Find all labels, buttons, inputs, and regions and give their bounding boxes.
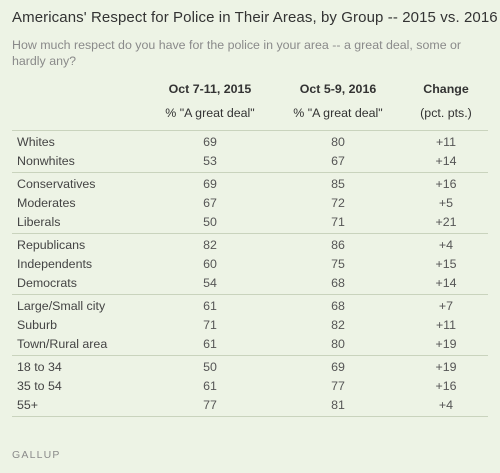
- row-label: 35 to 54: [17, 379, 62, 393]
- value-2015: 71: [203, 318, 217, 332]
- table-row: 55+ 77 81 +4: [12, 396, 488, 415]
- row-label: Moderates: [17, 196, 76, 210]
- value-change: +21: [435, 215, 457, 229]
- table-row: Conservatives 69 85 +16: [12, 175, 488, 194]
- value-2016: 67: [331, 154, 345, 168]
- row-label: Whites: [17, 135, 55, 149]
- value-change: +14: [435, 276, 457, 290]
- value-change: +16: [435, 379, 457, 393]
- column-header-2016: Oct 5-9, 2016: [299, 82, 377, 96]
- value-2016: 68: [331, 276, 345, 290]
- table-row: 18 to 34 50 69 +19: [12, 358, 488, 377]
- header-row-units: % "A great deal" % "A great deal" (pct. …: [12, 106, 488, 128]
- data-table: Oct 7-11, 2015 Oct 5-9, 2016 Change % "A…: [12, 82, 488, 417]
- value-2016: 75: [331, 257, 345, 271]
- value-2015: 54: [203, 276, 217, 290]
- column-unit-change: (pct. pts.): [420, 106, 472, 120]
- value-2016: 85: [331, 177, 345, 191]
- row-label: 55+: [17, 398, 39, 412]
- value-2015: 69: [203, 177, 217, 191]
- chart-title: Americans' Respect for Police in Their A…: [12, 9, 498, 26]
- table-group: 18 to 34 50 69 +19 35 to 54 61 77 +16 55+ 77 81 +4: [12, 356, 488, 417]
- column-header-change: Change: [423, 82, 469, 96]
- value-2015: 67: [203, 196, 217, 210]
- table-group: Conservatives 69 85 +16 Moderates 67 72 +5 Liber…: [12, 173, 488, 234]
- value-change: +7: [438, 299, 454, 313]
- table-row: Whites 69 80 +11: [12, 133, 488, 152]
- row-label: Liberals: [17, 215, 61, 229]
- header-row-titles: Oct 7-11, 2015 Oct 5-9, 2016 Change: [12, 82, 488, 104]
- row-label: 18 to 34: [17, 360, 62, 374]
- value-2016: 86: [331, 238, 345, 252]
- value-change: +11: [435, 318, 457, 332]
- value-2016: 80: [331, 337, 345, 351]
- table-row: Democrats 54 68 +14: [12, 274, 488, 293]
- value-2016: 71: [331, 215, 345, 229]
- row-label: Town/Rural area: [17, 337, 108, 351]
- table-header: Oct 7-11, 2015 Oct 5-9, 2016 Change % "A…: [12, 82, 488, 131]
- value-2016: 68: [331, 299, 345, 313]
- value-change: +19: [435, 360, 457, 374]
- value-change: +16: [435, 177, 457, 191]
- table-group: Whites 69 80 +11 Nonwhites 53 67 +14: [12, 131, 488, 173]
- value-change: +15: [435, 257, 457, 271]
- value-2015: 50: [203, 215, 217, 229]
- table-row: Moderates 67 72 +5: [12, 194, 488, 213]
- table-row: Town/Rural area 61 80 +19: [12, 335, 488, 354]
- table-group: Republicans 82 86 +4 Independents 60 75 +15 Demo…: [12, 234, 488, 295]
- value-change: +11: [435, 135, 457, 149]
- value-2015: 61: [203, 379, 217, 393]
- value-2016: 69: [331, 360, 345, 374]
- value-2015: 82: [203, 238, 217, 252]
- value-2015: 69: [203, 135, 217, 149]
- value-change: +4: [438, 398, 454, 412]
- column-header-2015: Oct 7-11, 2015: [168, 82, 252, 96]
- column-unit-2015: % "A great deal": [165, 106, 255, 120]
- value-2015: 60: [203, 257, 217, 271]
- row-label: Republicans: [17, 238, 86, 252]
- row-label: Suburb: [17, 318, 57, 332]
- row-label: Independents: [17, 257, 93, 271]
- value-2016: 81: [331, 398, 345, 412]
- row-label: Democrats: [17, 276, 77, 290]
- table-row: Large/Small city 61 68 +7: [12, 297, 488, 316]
- value-2015: 61: [203, 337, 217, 351]
- value-change: +4: [438, 238, 454, 252]
- value-change: +5: [438, 196, 454, 210]
- table-body: Whites 69 80 +11 Nonwhites 53 67 +14 Conservativ…: [12, 131, 488, 417]
- value-2016: 80: [331, 135, 345, 149]
- table-group: Large/Small city 61 68 +7 Suburb 71 82 +11 Town/…: [12, 295, 488, 356]
- value-2015: 53: [203, 154, 217, 168]
- value-2016: 77: [331, 379, 345, 393]
- row-label: Nonwhites: [17, 154, 75, 168]
- value-change: +19: [435, 337, 457, 351]
- table-row: Independents 60 75 +15: [12, 255, 488, 274]
- value-2015: 50: [203, 360, 217, 374]
- row-label: Large/Small city: [17, 299, 106, 313]
- value-2016: 82: [331, 318, 345, 332]
- table-row: Liberals 50 71 +21: [12, 213, 488, 232]
- chart-subtitle: How much respect do you have for the pol…: [12, 38, 462, 68]
- value-2015: 61: [203, 299, 217, 313]
- row-label: Conservatives: [17, 177, 96, 191]
- table-row: Republicans 82 86 +4: [12, 236, 488, 255]
- source-footer: GALLUP: [12, 449, 61, 461]
- table-row: Suburb 71 82 +11: [12, 316, 488, 335]
- table-row: 35 to 54 61 77 +16: [12, 377, 488, 396]
- table-row: Nonwhites 53 67 +14: [12, 152, 488, 171]
- value-change: +14: [435, 154, 457, 168]
- value-2015: 77: [203, 398, 217, 412]
- value-2016: 72: [331, 196, 345, 210]
- column-unit-2016: % "A great deal": [293, 106, 383, 120]
